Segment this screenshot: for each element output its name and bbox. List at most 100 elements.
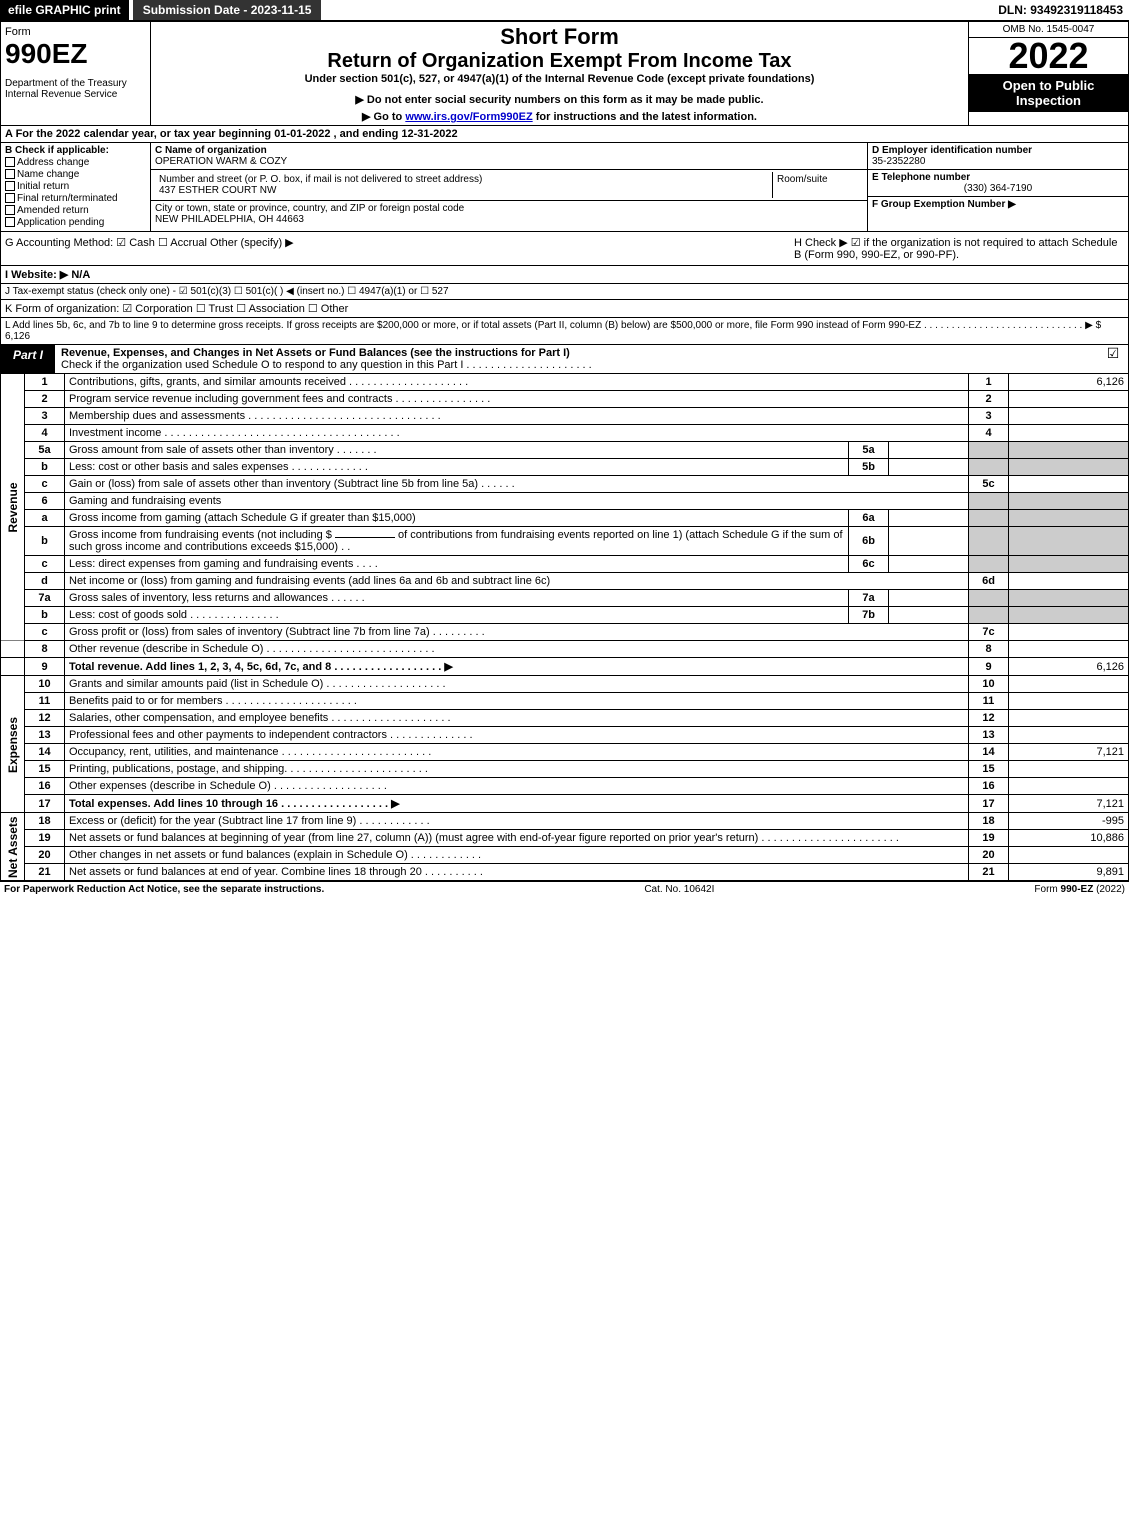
ln-5b-col-gray (969, 459, 1009, 476)
phone-value: (330) 364-7190 (872, 183, 1124, 194)
ln-6a-inset-amt (889, 510, 969, 527)
ln-3-num: 3 (25, 408, 65, 425)
form-word: Form (5, 26, 146, 38)
part-i-tab: Part I (1, 345, 55, 373)
ln-6c-inset-amt (889, 556, 969, 573)
ln-13-col: 13 (969, 727, 1009, 744)
ln-6a-amt-gray (1009, 510, 1129, 527)
part-i-schedule-o-check[interactable]: ☑ (1098, 345, 1128, 373)
ln-5b-amt-gray (1009, 459, 1129, 476)
ln-12-text: Salaries, other compensation, and employ… (65, 710, 969, 727)
ln-3-col: 3 (969, 408, 1009, 425)
ln-6b-amt-gray (1009, 527, 1129, 556)
ln-10-col: 10 (969, 676, 1009, 693)
b-title: B Check if applicable: (5, 145, 109, 156)
ln-5a-amt-gray (1009, 442, 1129, 459)
ln-18-num: 18 (25, 813, 65, 830)
col-c-org-info: C Name of organization OPERATION WARM & … (151, 143, 868, 231)
dept-label: Department of the Treasury Internal Reve… (5, 70, 146, 100)
ln-20-num: 20 (25, 847, 65, 864)
ln-6d-num: d (25, 573, 65, 590)
ln-15-num: 15 (25, 761, 65, 778)
chk-initial-return[interactable]: Initial return (5, 181, 146, 192)
ln-12-col: 12 (969, 710, 1009, 727)
ln-11-col: 11 (969, 693, 1009, 710)
efile-print-button[interactable]: efile GRAPHIC print (0, 0, 129, 20)
ln-8-col: 8 (969, 641, 1009, 658)
group-exemption-box: F Group Exemption Number ▶ (868, 197, 1128, 212)
ln-7b-inset-num: 7b (849, 607, 889, 624)
ln-7a-amt-gray (1009, 590, 1129, 607)
ln-21-col: 21 (969, 864, 1009, 881)
row-a-tax-year: A For the 2022 calendar year, or tax yea… (0, 126, 1129, 143)
ln-11-num: 11 (25, 693, 65, 710)
chk-application-pending[interactable]: Application pending (5, 217, 146, 228)
page-footer: For Paperwork Reduction Act Notice, see … (0, 881, 1129, 897)
ln-6d-amt (1009, 573, 1129, 590)
ln-2-amt (1009, 391, 1129, 408)
title-subtitle: Under section 501(c), 527, or 4947(a)(1)… (153, 73, 966, 85)
submission-date: Submission Date - 2023-11-15 (133, 0, 322, 20)
ln-12-amt (1009, 710, 1129, 727)
footer-cat-no: Cat. No. 10642I (644, 884, 714, 895)
chk-final-return[interactable]: Final return/terminated (5, 193, 146, 204)
row-l-gross-receipts: L Add lines 5b, 6c, and 7b to line 9 to … (0, 318, 1129, 345)
ln-7b-col-gray (969, 607, 1009, 624)
ln-6a-text: Gross income from gaming (attach Schedul… (65, 510, 849, 527)
ln-7a-text: Gross sales of inventory, less returns a… (65, 590, 849, 607)
ln-19-num: 19 (25, 830, 65, 847)
ln-6-amt-gray (1009, 493, 1129, 510)
ln-6c-amt-gray (1009, 556, 1129, 573)
chk-address-change[interactable]: Address change (5, 157, 146, 168)
header-left: Form 990EZ Department of the Treasury In… (1, 22, 151, 125)
ln-6d-col: 6d (969, 573, 1009, 590)
expenses-side-label: Expenses (1, 676, 25, 813)
ln-9-text: Total revenue. Add lines 1, 2, 3, 4, 5c,… (65, 658, 969, 676)
ln-7c-col: 7c (969, 624, 1009, 641)
open-to-public: Open to Public Inspection (969, 74, 1128, 112)
ln-4-num: 4 (25, 425, 65, 442)
ln-21-text: Net assets or fund balances at end of ye… (65, 864, 969, 881)
ln-6-num: 6 (25, 493, 65, 510)
row-g-h: G Accounting Method: ☑ Cash ☐ Accrual Ot… (0, 232, 1129, 266)
ln-18-text: Excess or (deficit) for the year (Subtra… (65, 813, 969, 830)
ln-6b-inset-num: 6b (849, 527, 889, 556)
col-d-e-f: D Employer identification number 35-2352… (868, 143, 1128, 231)
ln-18-col: 18 (969, 813, 1009, 830)
ln-6b-text: Gross income from fundraising events (no… (65, 527, 849, 556)
org-name: OPERATION WARM & COZY (155, 156, 287, 167)
ln-6-col-gray (969, 493, 1009, 510)
ln-8-amt (1009, 641, 1129, 658)
ln-9-amt: 6,126 (1009, 658, 1129, 676)
ln-5a-num: 5a (25, 442, 65, 459)
accounting-method: G Accounting Method: ☑ Cash ☐ Accrual Ot… (5, 236, 794, 261)
phone-box: E Telephone number (330) 364-7190 (868, 170, 1128, 197)
ln-13-amt (1009, 727, 1129, 744)
ln-2-col: 2 (969, 391, 1009, 408)
row-j-tax-exempt: J Tax-exempt status (check only one) - ☑… (0, 284, 1129, 300)
ln-5a-inset-num: 5a (849, 442, 889, 459)
ln-16-num: 16 (25, 778, 65, 795)
street-address: 437 ESTHER COURT NW (159, 185, 276, 196)
ein-box: D Employer identification number 35-2352… (868, 143, 1128, 170)
chk-name-change[interactable]: Name change (5, 169, 146, 180)
notice-ssn: ▶ Do not enter social security numbers o… (153, 93, 966, 106)
title-return: Return of Organization Exempt From Incom… (153, 50, 966, 73)
chk-amended-return[interactable]: Amended return (5, 205, 146, 216)
ln-21-num: 21 (25, 864, 65, 881)
section-b-through-f: B Check if applicable: Address change Na… (0, 143, 1129, 232)
dln-label: DLN: 93492319118453 (992, 0, 1129, 20)
ln-10-text: Grants and similar amounts paid (list in… (65, 676, 969, 693)
irs-link[interactable]: www.irs.gov/Form990EZ (405, 111, 532, 123)
part-i-header: Part I Revenue, Expenses, and Changes in… (0, 345, 1129, 374)
ln-20-amt (1009, 847, 1129, 864)
ln-5c-num: c (25, 476, 65, 493)
ln-7c-num: c (25, 624, 65, 641)
ln-14-amt: 7,121 (1009, 744, 1129, 761)
ln-10-amt (1009, 676, 1129, 693)
ln-3-text: Membership dues and assessments . . . . … (65, 408, 969, 425)
ln-6-text: Gaming and fundraising events (65, 493, 969, 510)
ln-7b-amt-gray (1009, 607, 1129, 624)
ln-14-num: 14 (25, 744, 65, 761)
header-right: OMB No. 1545-0047 2022 Open to Public In… (968, 22, 1128, 125)
